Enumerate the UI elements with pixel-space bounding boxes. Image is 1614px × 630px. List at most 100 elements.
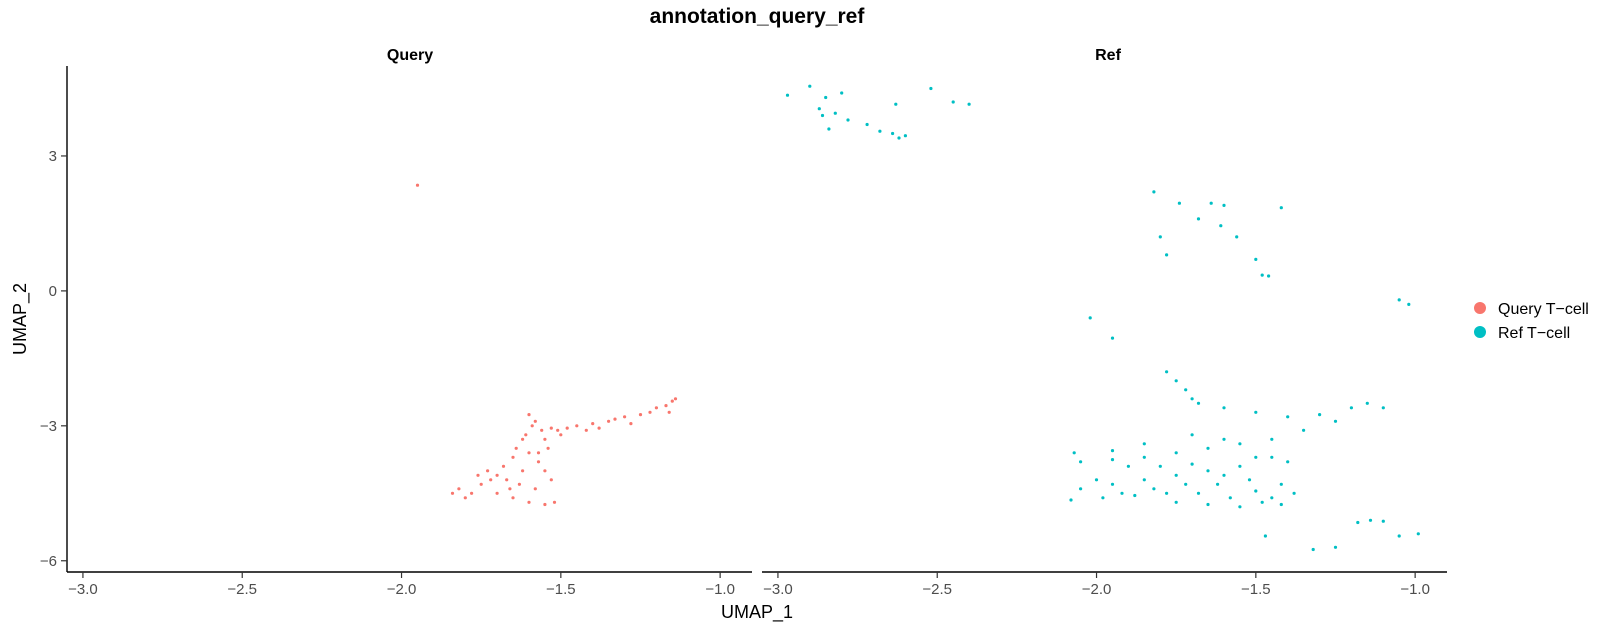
data-point [1069,498,1073,502]
legend: Query T−cell Ref T−cell [1474,301,1589,342]
data-point [1356,520,1360,525]
data-point [1381,519,1385,523]
data-point [1254,489,1258,493]
data-point [1177,201,1181,205]
data-point [613,417,617,421]
data-point [549,478,553,482]
x-tick-label: −2.0 [387,581,417,598]
y-tick-label: −3 [40,418,57,435]
data-point [527,451,531,455]
data-point [1174,379,1178,383]
data-point [1158,464,1162,468]
data-point [951,100,955,104]
data-point [667,410,671,414]
data-point [1174,500,1178,504]
data-point [1079,460,1083,464]
x-axis-title: UMAP_1 [721,602,793,623]
data-point [897,136,901,140]
data-point [450,491,455,495]
data-point [1260,273,1264,277]
chart-title: annotation_query_ref [650,5,866,28]
data-point [530,424,534,428]
data-point [549,426,553,430]
data-point [673,397,678,401]
data-point [1174,451,1178,455]
data-point [1206,446,1210,450]
data-point [817,107,821,111]
data-point [903,134,908,138]
data-point [1318,413,1322,417]
data-point [505,478,509,482]
data-point [1311,547,1315,552]
data-point [1397,534,1401,538]
data-point [1397,298,1401,302]
data-point [591,422,595,426]
data-point [1158,235,1162,239]
x-tick-label: −2.5 [922,581,952,598]
facet-strip-query: Query [387,47,433,64]
data-point [521,469,525,473]
data-point [1209,201,1213,205]
y-axis-ticks: 3 0 −3 −6 [40,148,67,570]
data-point [623,415,627,419]
data-point [524,433,528,437]
data-point [1222,203,1226,207]
data-point [1286,460,1290,464]
data-point [1120,491,1124,495]
data-point [1247,478,1252,482]
data-point [1152,190,1156,194]
data-point [1184,388,1188,392]
data-point [1133,493,1137,498]
data-point [1142,442,1146,446]
data-point [479,482,483,486]
data-point [967,102,971,106]
data-point [559,433,563,437]
x-tick-label: −2.5 [227,581,257,598]
data-point [1279,502,1283,507]
data-point [1238,442,1242,446]
data-point [543,437,547,441]
data-point [1235,235,1239,239]
facet-strip-ref: Ref [1095,47,1121,64]
data-point [1238,464,1242,468]
data-point [1190,397,1194,401]
data-point [824,95,828,100]
data-point [1263,534,1267,538]
data-point [1126,464,1130,468]
data-point [820,113,825,118]
data-point [565,426,569,430]
y-tick-label: 0 [49,283,57,300]
data-point [543,469,547,473]
data-point [654,406,659,410]
data-point [894,102,898,106]
data-point [1254,455,1258,459]
data-point [1072,451,1076,455]
data-point [1152,487,1156,491]
data-point [1222,406,1226,410]
data-point [517,482,522,486]
data-point [1286,415,1290,419]
data-point [827,127,831,131]
data-point [891,131,895,136]
data-point [1196,491,1201,495]
data-point [511,496,515,500]
data-point [1270,496,1274,500]
data-point [1110,458,1115,462]
data-point [670,399,674,403]
panel-query [415,183,678,507]
data-point [1206,502,1210,507]
data-point [527,413,531,417]
data-point [501,464,506,468]
x-tick-label: −1.5 [1241,581,1271,598]
data-point [575,424,579,428]
legend-key-ref-t-cell [1474,326,1486,338]
data-point [543,502,547,507]
data-point [1184,482,1188,486]
data-point [1349,406,1353,410]
data-point [470,491,474,495]
data-point [929,86,933,91]
legend-label-query-t-cell: Query T−cell [1498,301,1589,318]
data-point [1110,336,1115,340]
data-point [1222,473,1226,477]
